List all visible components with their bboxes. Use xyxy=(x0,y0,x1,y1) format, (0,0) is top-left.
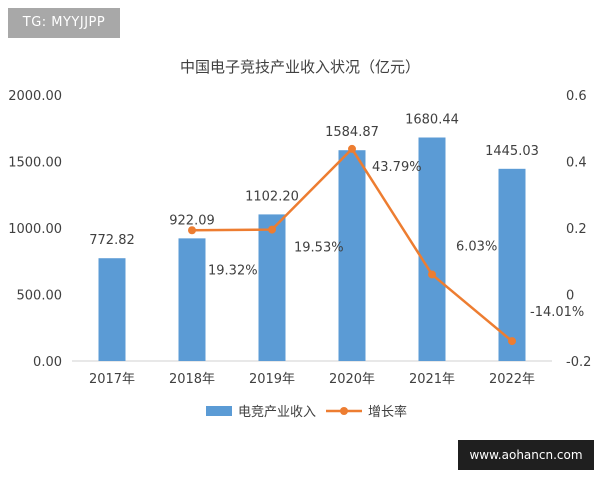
legend: 电竞产业收入 增长率 xyxy=(206,404,407,420)
x-tick-label: 2022年 xyxy=(489,372,535,387)
growth-value-label: 19.32% xyxy=(208,263,258,278)
bar xyxy=(338,150,366,361)
watermark-tag: TG: MYYJJPP xyxy=(8,8,120,38)
y-left-tick-label: 2000.00 xyxy=(8,89,62,104)
bar xyxy=(258,214,286,361)
legend-bar-label: 电竞产业收入 xyxy=(238,404,316,420)
y-right-tick-label: 0.6 xyxy=(566,89,587,104)
bar xyxy=(178,238,206,361)
x-tick-label: 2020年 xyxy=(329,372,375,387)
bar-value-label: 1445.03 xyxy=(485,144,539,159)
growth-point xyxy=(508,337,516,346)
legend-line-marker xyxy=(340,407,348,415)
y-left-tick-label: 500.00 xyxy=(17,289,63,304)
x-tick-label: 2018年 xyxy=(169,372,215,387)
y-right-tick-label: 0 xyxy=(566,289,574,304)
bar-value-label: 772.82 xyxy=(89,233,135,248)
y-left-tick-label: 1000.00 xyxy=(8,222,62,237)
bar-value-label: 1680.44 xyxy=(405,113,459,128)
x-tick-label: 2021年 xyxy=(409,372,455,387)
y-left-tick-label: 0.00 xyxy=(33,355,62,370)
legend-line-label: 增长率 xyxy=(368,404,407,420)
y-left-tick-label: 1500.00 xyxy=(8,156,62,171)
y-right-tick-label: 0.2 xyxy=(566,222,587,237)
y-right-tick-label: 0.4 xyxy=(566,156,587,171)
growth-value-label: 19.53% xyxy=(294,241,344,256)
x-tick-label: 2019年 xyxy=(249,372,295,387)
chart-title: 中国电子竞技产业收入状况（亿元） xyxy=(180,58,420,76)
legend-bar-swatch xyxy=(206,406,232,416)
growth-point xyxy=(268,225,276,234)
growth-value-label: 43.79% xyxy=(372,160,422,175)
bar-value-label: 1102.20 xyxy=(245,189,299,204)
growth-value-label: 6.03% xyxy=(456,239,497,254)
x-tick-label: 2017年 xyxy=(89,372,135,387)
bar xyxy=(98,258,126,361)
y-right-tick-label: -0.2 xyxy=(566,355,591,370)
growth-point xyxy=(188,226,196,235)
watermark-url: www.aohancn.com xyxy=(458,440,594,470)
bar-value-label: 922.09 xyxy=(169,213,215,228)
growth-value-label: -14.01% xyxy=(530,305,584,320)
bar xyxy=(498,168,526,361)
bar xyxy=(418,137,446,361)
bar-value-label: 1584.87 xyxy=(325,125,379,140)
growth-point xyxy=(348,144,356,153)
growth-point xyxy=(428,270,436,279)
